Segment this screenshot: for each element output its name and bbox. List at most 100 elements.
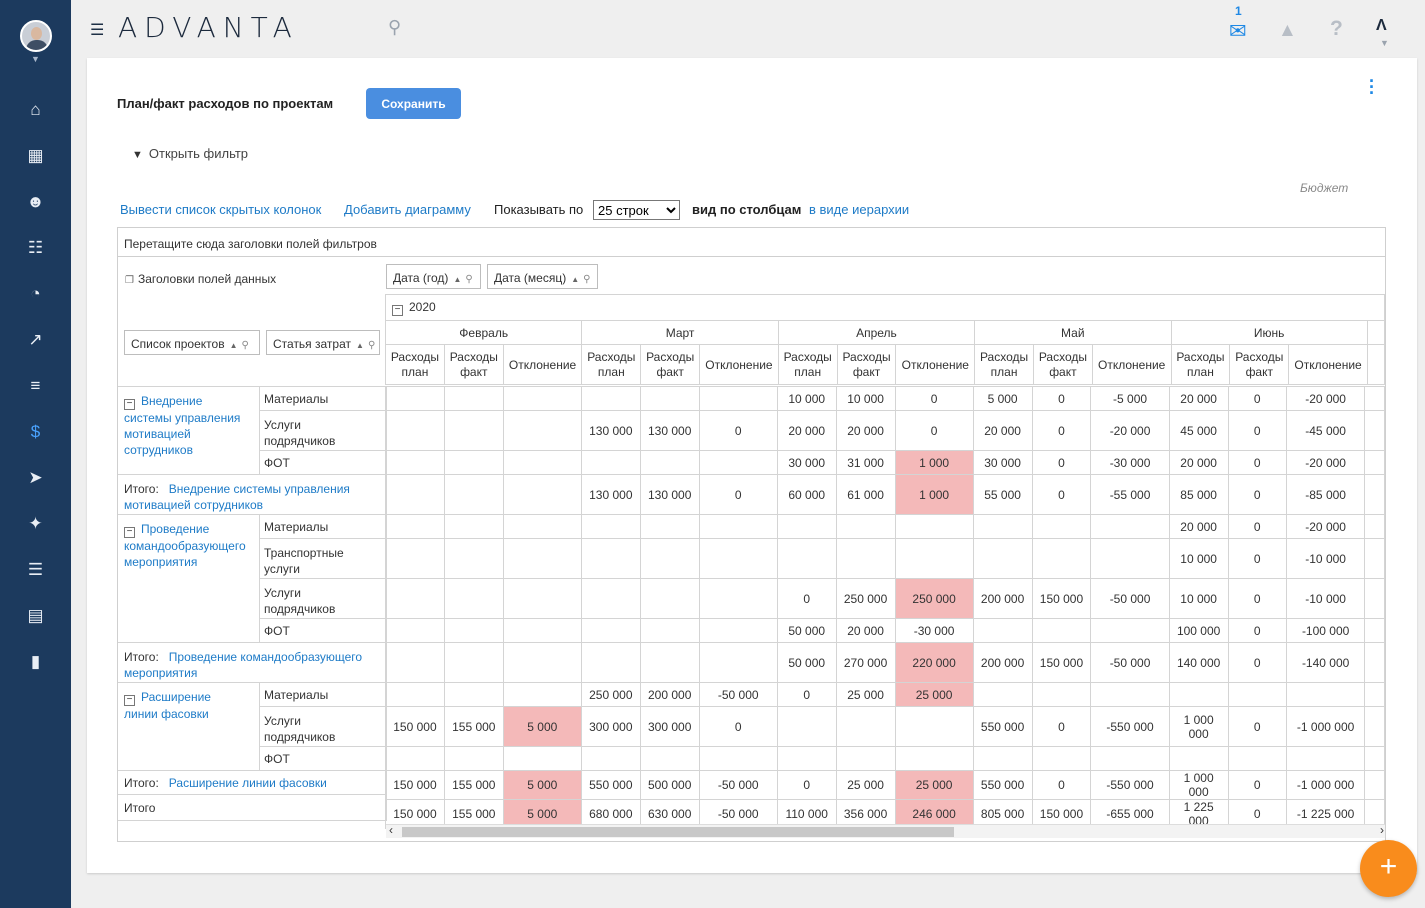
gantt-icon[interactable]: ≡	[30, 376, 41, 395]
data-cell[interactable]: -50 000	[698, 682, 778, 707]
data-cell[interactable]: 150 000	[385, 770, 445, 800]
data-cell[interactable]	[639, 746, 700, 771]
data-cell[interactable]: -20 000	[1285, 514, 1366, 539]
data-cell[interactable]	[443, 410, 504, 451]
data-cell[interactable]: 0	[776, 578, 837, 619]
data-cell[interactable]	[698, 514, 778, 539]
project-header[interactable]: − Внедрение системы управления мотивацией со…	[118, 386, 260, 475]
horizontal-scrollbar[interactable]: ‹ ›	[386, 823, 1385, 838]
data-cell[interactable]	[639, 514, 700, 539]
data-cell[interactable]: 25 000	[835, 682, 896, 707]
measure-header-deviation[interactable]: Отклонение	[699, 344, 779, 385]
data-cell[interactable]: -55 000	[1090, 474, 1170, 515]
data-cell[interactable]: -140 000	[1285, 642, 1366, 683]
data-cell[interactable]: 550 000	[972, 770, 1033, 800]
data-cell[interactable]: -10 000	[1285, 578, 1366, 619]
data-cell[interactable]	[698, 538, 778, 579]
data-cell[interactable]	[698, 450, 778, 475]
data-cell[interactable]: 0	[1227, 410, 1287, 451]
data-cell[interactable]: 550 000	[580, 770, 641, 800]
collapse-icon[interactable]: −	[124, 527, 135, 538]
data-cell[interactable]	[835, 706, 896, 747]
data-cell[interactable]	[443, 538, 504, 579]
data-cell[interactable]: 0	[1227, 538, 1287, 579]
data-cell[interactable]: 0	[1031, 386, 1092, 411]
data-cell[interactable]	[502, 682, 582, 707]
field-chip-year[interactable]: Дата (год) ▲ ⚲	[386, 264, 481, 289]
measure-header-fact[interactable]: Расходы факт	[443, 344, 504, 385]
filter-pin-icon[interactable]: ⚲	[367, 340, 376, 351]
data-headers-zone[interactable]: ❐ Заголовки полей данных	[125, 272, 276, 286]
data-cell[interactable]: 130 000	[639, 410, 700, 451]
data-cell[interactable]: -50 000	[698, 770, 778, 800]
data-cell[interactable]: 0	[698, 474, 778, 515]
project-header[interactable]: − Расширение линии фасовки	[118, 682, 260, 771]
field-chip-month[interactable]: Дата (месяц) ▲ ⚲	[487, 264, 598, 289]
user-avatar[interactable]	[20, 20, 52, 52]
data-cell[interactable]: -5 000	[1090, 386, 1170, 411]
cost-item-header[interactable]: Транспортные услуги	[259, 538, 387, 579]
data-cell[interactable]: -550 000	[1090, 706, 1170, 747]
project-header[interactable]: − Проведение командообразующего мероприятия	[118, 514, 260, 643]
data-cell[interactable]: -85 000	[1285, 474, 1366, 515]
data-cell[interactable]: 0	[1227, 618, 1287, 643]
data-cell[interactable]: -50 000	[1090, 578, 1170, 619]
data-cell[interactable]	[835, 514, 896, 539]
data-cell[interactable]	[639, 642, 700, 683]
data-cell[interactable]: 300 000	[580, 706, 641, 747]
data-cell[interactable]: 0	[698, 410, 778, 451]
data-cell[interactable]	[502, 578, 582, 619]
data-cell[interactable]: 20 000	[835, 618, 896, 643]
home-icon[interactable]: ⌂	[30, 100, 41, 119]
data-cell[interactable]: 5 000	[502, 706, 582, 747]
data-cell[interactable]	[776, 706, 837, 747]
cost-item-header[interactable]: Услуги подрядчиков	[259, 410, 387, 451]
data-cell[interactable]: 25 000	[835, 770, 896, 800]
data-cell[interactable]: 155 000	[443, 706, 504, 747]
month-header[interactable]: Март	[581, 320, 779, 345]
data-cell[interactable]: 140 000	[1168, 642, 1229, 683]
data-cell[interactable]	[1227, 746, 1287, 771]
data-cell[interactable]: 0	[1031, 410, 1092, 451]
data-cell[interactable]: 0	[894, 386, 974, 411]
data-cell[interactable]	[385, 618, 445, 643]
data-cell[interactable]: 220 000	[894, 642, 974, 683]
data-cell[interactable]	[972, 618, 1033, 643]
month-header[interactable]: Апрель	[777, 320, 976, 345]
data-cell[interactable]: -20 000	[1090, 410, 1170, 451]
data-cell[interactable]: 5 000	[502, 770, 582, 800]
data-cell[interactable]: 0	[1227, 578, 1287, 619]
sort-up-icon[interactable]: ▲	[356, 341, 364, 350]
add-chart-link[interactable]: Добавить диаграмму	[344, 202, 471, 217]
data-cell[interactable]	[580, 514, 641, 539]
pie-chart-icon[interactable]: ◔	[30, 284, 41, 303]
data-cell[interactable]: 20 000	[776, 410, 837, 451]
data-cell[interactable]: 55 000	[972, 474, 1033, 515]
cost-item-header[interactable]: ФОТ	[259, 450, 387, 475]
data-cell[interactable]: 0	[1227, 450, 1287, 475]
field-chip-cost-item[interactable]: Статья затрат ▲ ⚲	[266, 330, 380, 355]
data-cell[interactable]	[580, 642, 641, 683]
filter-pin-icon[interactable]: ⚲	[465, 274, 473, 285]
data-cell[interactable]	[1227, 682, 1287, 707]
chevron-down-icon[interactable]: ▼	[1380, 38, 1389, 48]
data-cell[interactable]	[443, 450, 504, 475]
data-cell[interactable]	[894, 706, 974, 747]
data-cell[interactable]	[776, 538, 837, 579]
measure-header-plan[interactable]: Расходы план	[581, 344, 642, 385]
measure-header-plan[interactable]: Расходы план	[974, 344, 1034, 385]
subtotal-header[interactable]: Итого: Расширение линии фасовки	[118, 770, 387, 795]
data-cell[interactable]: 0	[1031, 706, 1092, 747]
data-cell[interactable]	[639, 450, 700, 475]
grand-total-header[interactable]: Итого	[118, 794, 387, 821]
measure-header-plan[interactable]: Расходы план	[777, 344, 838, 385]
data-cell[interactable]	[1285, 682, 1366, 707]
help-icon[interactable]: ?	[1330, 17, 1343, 40]
data-cell[interactable]: 85 000	[1168, 474, 1229, 515]
collapse-icon[interactable]: −	[392, 304, 403, 316]
data-cell[interactable]	[639, 386, 700, 411]
data-cell[interactable]	[443, 474, 504, 515]
data-cell[interactable]: 100 000	[1168, 618, 1229, 643]
measure-header-fact[interactable]: Расходы факт	[836, 344, 897, 385]
data-cell[interactable]	[580, 450, 641, 475]
